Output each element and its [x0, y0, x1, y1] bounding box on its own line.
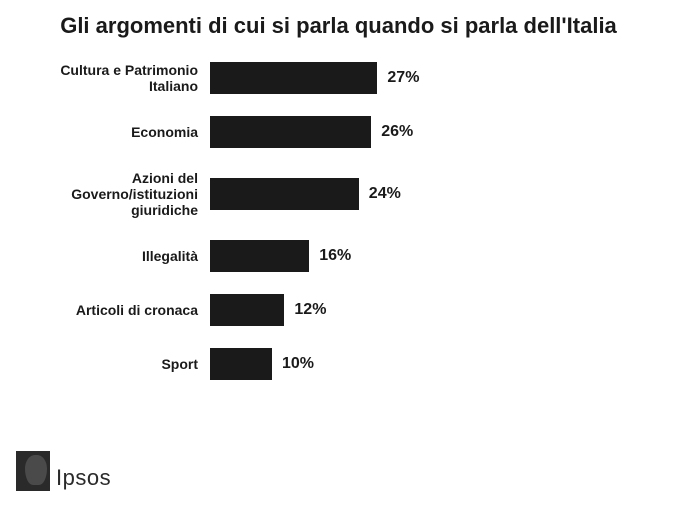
value-label: 16% [309, 247, 351, 265]
ipsos-logo-mark [16, 451, 50, 491]
bar [210, 240, 309, 272]
bar-wrap: 26% [210, 116, 413, 148]
bar-wrap: 24% [210, 178, 401, 210]
value-label: 12% [284, 301, 326, 319]
bar [210, 348, 272, 380]
bar-row: Illegalità 16% [30, 240, 647, 272]
value-label: 27% [377, 69, 419, 87]
bar [210, 62, 377, 94]
bar-wrap: 12% [210, 294, 326, 326]
category-label: Illegalità [30, 248, 210, 264]
bar-row: Economia 26% [30, 116, 647, 148]
category-label: Sport [30, 356, 210, 372]
bar-wrap: 10% [210, 348, 314, 380]
chart-title: Gli argomenti di cui si parla quando si … [0, 0, 677, 46]
bar [210, 178, 359, 210]
bar-row: Cultura e Patrimonio Italiano 27% [30, 62, 647, 94]
bar [210, 116, 371, 148]
bar-row: Azioni del Governo/istituzioni giuridich… [30, 170, 647, 218]
category-label: Cultura e Patrimonio Italiano [30, 62, 210, 94]
category-label: Articoli di cronaca [30, 302, 210, 318]
bar-row: Sport 10% [30, 348, 647, 380]
value-label: 24% [359, 185, 401, 203]
value-label: 10% [272, 355, 314, 373]
bar-wrap: 27% [210, 62, 419, 94]
bar-wrap: 16% [210, 240, 351, 272]
ipsos-logo-head-icon [25, 455, 47, 485]
bar [210, 294, 284, 326]
category-label: Economia [30, 124, 210, 140]
category-label: Azioni del Governo/istituzioni giuridich… [30, 170, 210, 218]
ipsos-logo-text: Ipsos [56, 467, 111, 491]
bar-row: Articoli di cronaca 12% [30, 294, 647, 326]
ipsos-logo: Ipsos [16, 451, 111, 491]
bar-chart: Cultura e Patrimonio Italiano 27% Econom… [0, 46, 677, 380]
value-label: 26% [371, 123, 413, 141]
